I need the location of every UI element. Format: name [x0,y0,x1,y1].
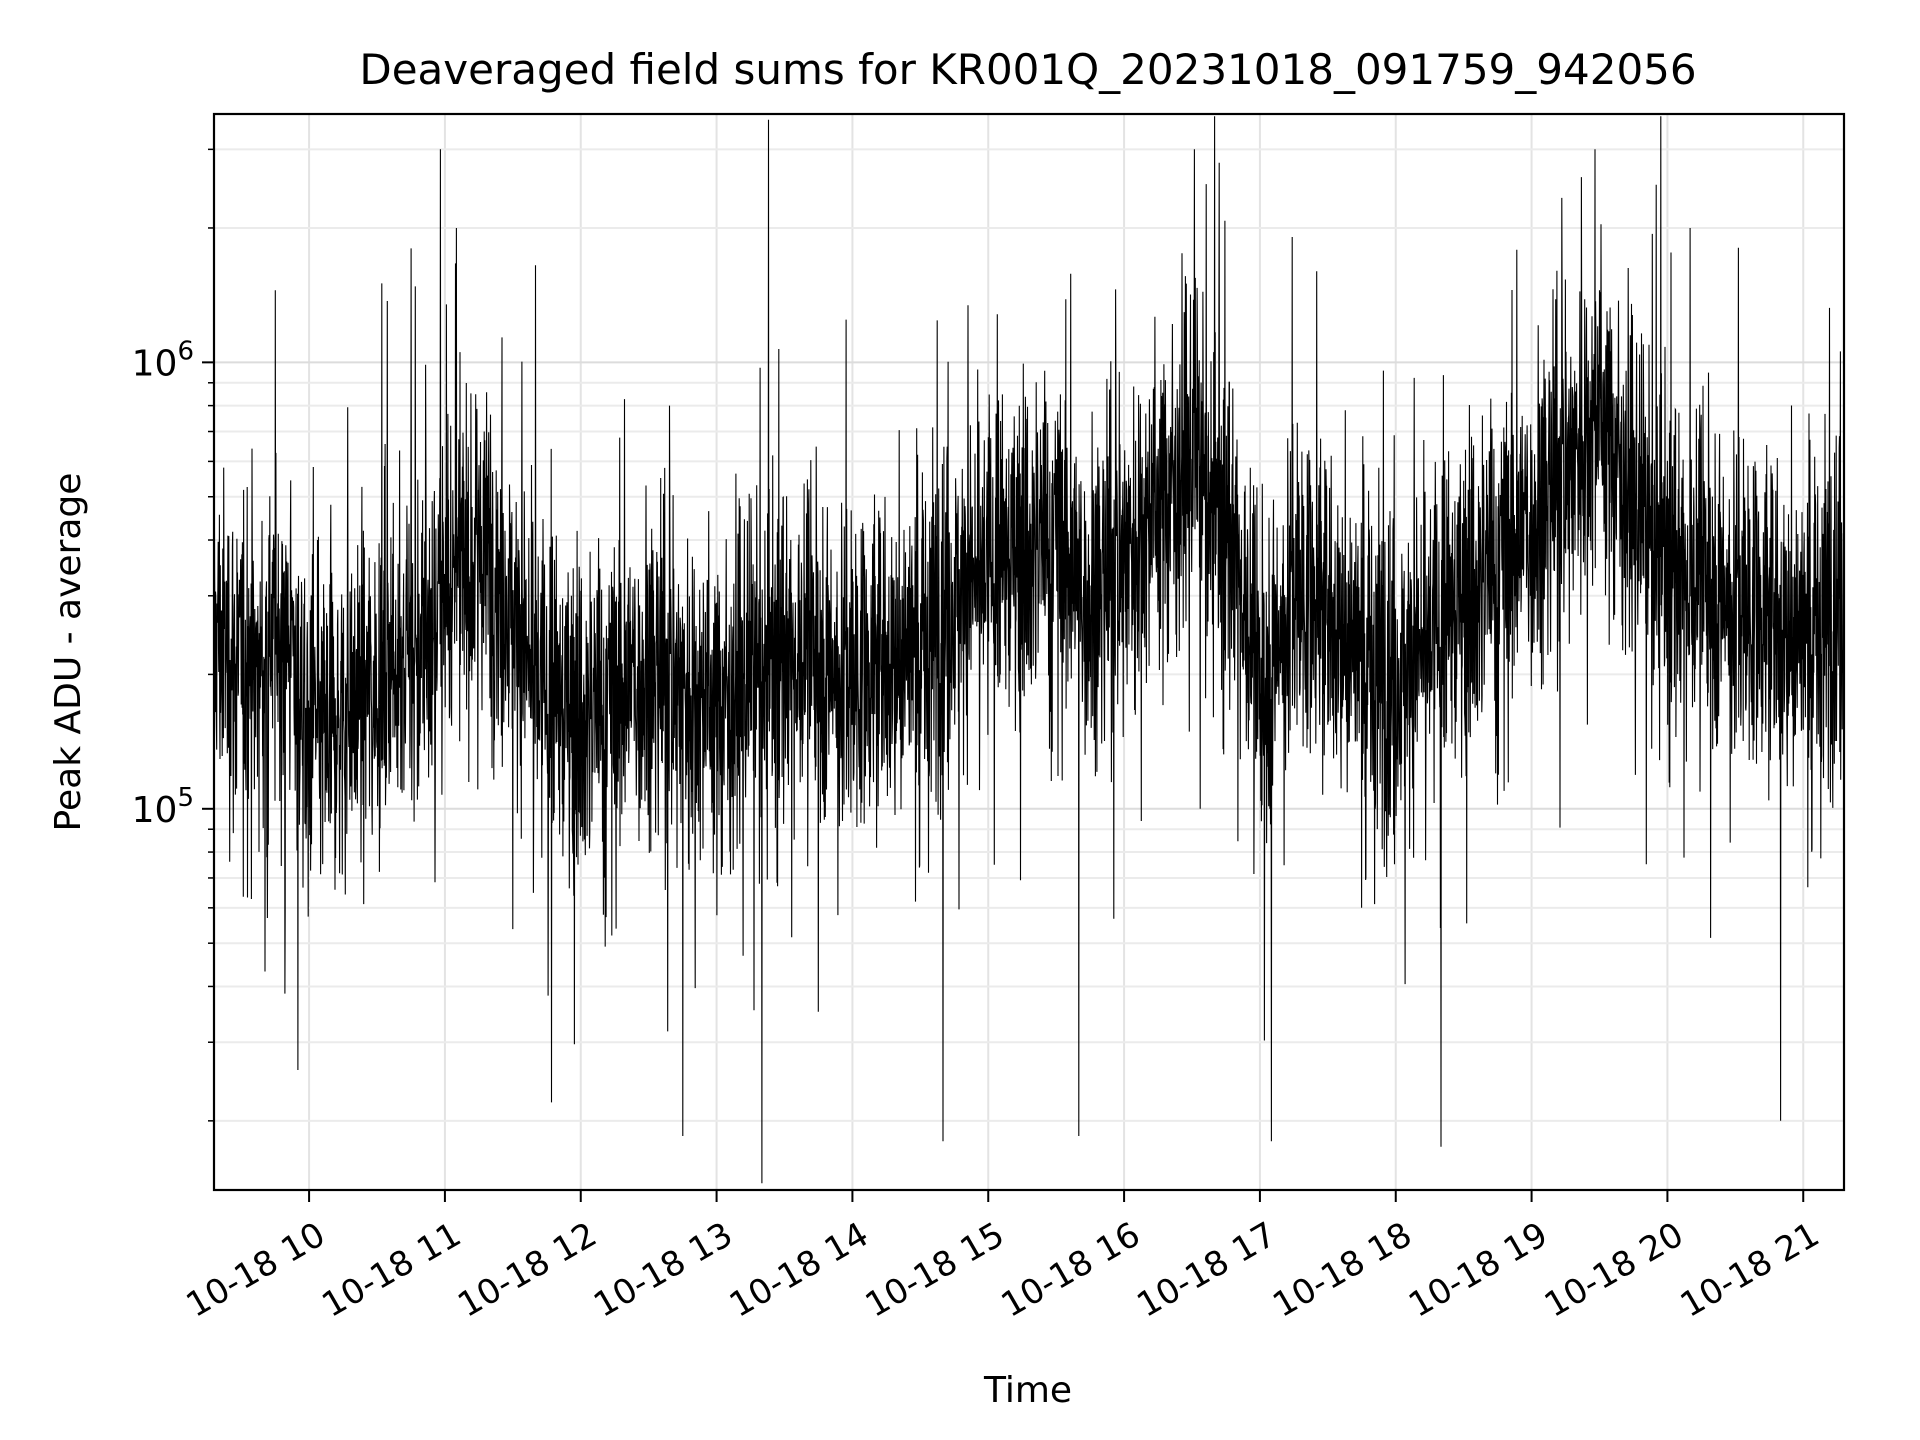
series-line [213,116,1845,1184]
x-axis-label: Time [983,1370,1072,1411]
y-tick-label: 105 [132,783,194,831]
grid-lines [214,114,1844,1190]
chart-title: Deaveraged field sums for KR001Q_2023101… [359,45,1696,94]
y-tick-label: 106 [132,336,194,384]
series-trace [213,116,1845,1184]
plot-frame [212,112,1846,1192]
y-axis-label: Peak ADU - average [48,473,89,832]
y-axis: 105 106 [132,148,214,1122]
